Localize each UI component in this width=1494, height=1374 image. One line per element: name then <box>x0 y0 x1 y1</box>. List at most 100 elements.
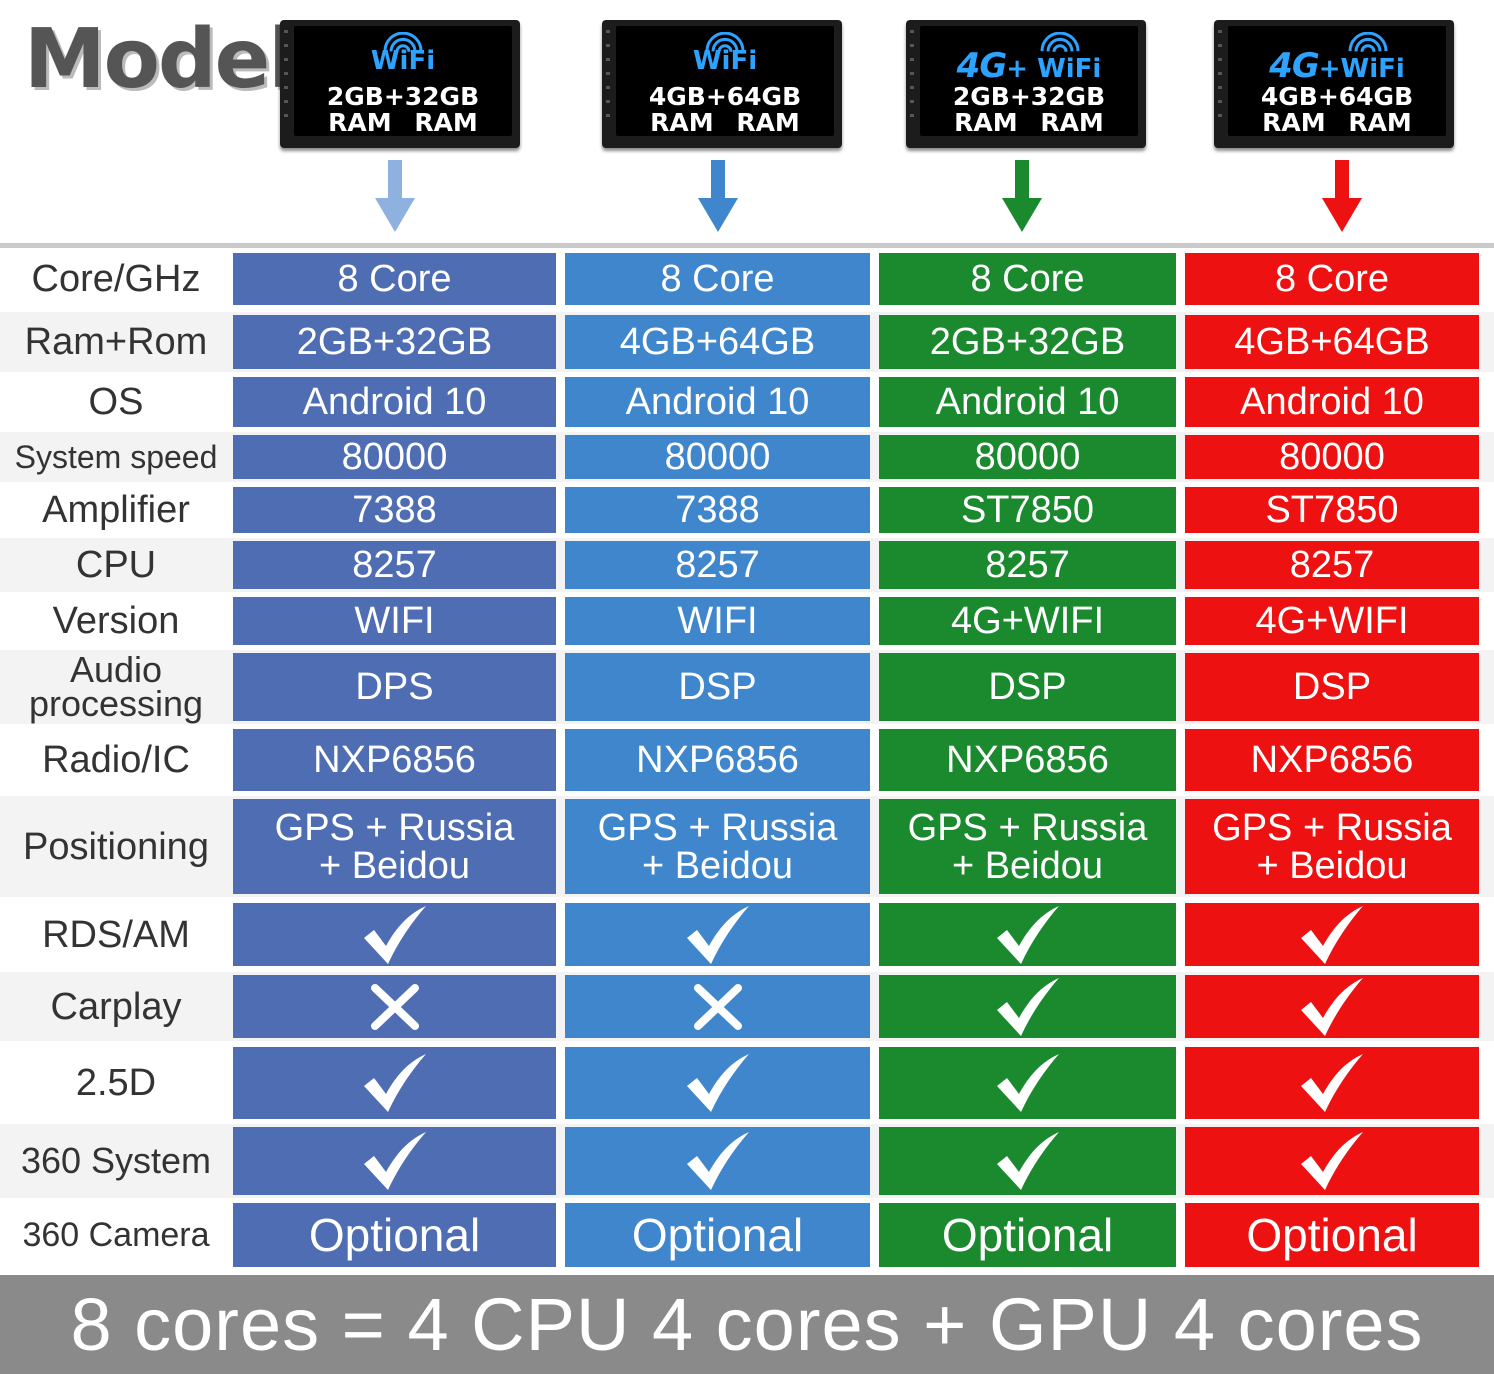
connectivity-label: WiFi <box>616 46 834 76</box>
spec-cell: 8 Core <box>1185 253 1479 305</box>
memory-type: RAM RAM <box>1262 108 1412 137</box>
spec-cell: Android 10 <box>1185 377 1479 427</box>
spec-cell: 4GB+64GB <box>1185 315 1479 369</box>
memory-label: 2GB+32GB RAM RAM <box>920 84 1138 136</box>
row-label: 360 System <box>20 1140 212 1181</box>
memory-type: RAM RAM <box>650 108 800 137</box>
spec-cell <box>1185 1047 1479 1119</box>
spec-cell: WIFI <box>233 597 556 645</box>
spec-value: WIFI <box>354 600 435 642</box>
wifi-icon <box>1040 32 1080 52</box>
screen-display: WiFi 2GB+32GB RAM RAM <box>294 26 512 136</box>
spec-cell: NXP6856 <box>233 729 556 791</box>
spec-cell: DSP <box>879 653 1176 721</box>
spec-cell <box>233 903 556 966</box>
model-screen-4: 4G+WiFi 4GB+64GB RAM RAM <box>1214 20 1454 148</box>
row-label: 360 Camera <box>22 1216 210 1254</box>
spec-cell <box>565 975 870 1038</box>
spec-cell <box>233 975 556 1038</box>
check-icon <box>1301 1132 1363 1190</box>
check-icon <box>686 1132 749 1190</box>
spec-cell: 7388 <box>233 487 556 533</box>
spec-cell: ST7850 <box>879 487 1176 533</box>
spec-value: 2GB+32GB <box>296 321 493 363</box>
connectivity-label: 4G+ WiFi <box>920 46 1138 86</box>
row-label: Positioning <box>23 825 209 868</box>
spec-value: 8 Core <box>660 258 775 300</box>
spec-cell: Android 10 <box>879 377 1176 427</box>
spec-value: DPS <box>355 666 434 708</box>
spec-cell <box>565 1047 870 1119</box>
spec-value: Android 10 <box>1240 381 1424 423</box>
row-label: 2.5D <box>75 1062 157 1104</box>
arrow-down-icon <box>1322 160 1362 232</box>
memory-label: 2GB+32GB RAM RAM <box>294 84 512 136</box>
check-icon <box>363 1054 426 1112</box>
spec-value: GPS + Russia + Beidou <box>597 806 838 887</box>
spec-value: Optional <box>941 1209 1114 1261</box>
arrow-down-icon <box>1002 160 1042 232</box>
arrow-down-icon <box>698 160 738 232</box>
spec-cell: NXP6856 <box>1185 729 1479 791</box>
spec-cell: DSP <box>565 653 870 721</box>
row-label: OS <box>88 381 144 423</box>
spec-cell <box>1185 1127 1479 1195</box>
memory-size: 4GB+64GB <box>1260 82 1414 111</box>
row-label: System speed <box>14 439 218 475</box>
spec-cell: GPS + Russia + Beidou <box>1185 799 1479 894</box>
memory-size: 2GB+32GB <box>326 82 480 111</box>
spec-cell: 8257 <box>1185 541 1479 589</box>
spec-cell: 4GB+64GB <box>565 315 870 369</box>
spec-cell: 8 Core <box>233 253 556 305</box>
spec-value: 8 Core <box>970 258 1085 300</box>
spec-cell <box>565 1127 870 1195</box>
spec-cell <box>1185 903 1479 966</box>
spec-cell: 2GB+32GB <box>233 315 556 369</box>
spec-value: 2GB+32GB <box>929 321 1126 363</box>
spec-value: 8 Core <box>1274 258 1390 300</box>
spec-cell <box>565 903 870 966</box>
spec-value: Optional <box>631 1209 804 1261</box>
spec-value: NXP6856 <box>313 739 476 781</box>
footer-banner: 8 cores = 4 CPU 4 cores + GPU 4 cores <box>0 1275 1494 1374</box>
spec-value: 4G+WIFI <box>950 600 1105 642</box>
check-icon <box>996 977 1059 1036</box>
cross-icon <box>370 983 419 1030</box>
spec-cell: 8257 <box>879 541 1176 589</box>
spec-value: ST7850 <box>960 489 1095 531</box>
spec-value: DSP <box>678 666 757 708</box>
cross-icon <box>693 983 742 1030</box>
spec-value: 80000 <box>1279 436 1385 478</box>
spec-cell: WIFI <box>565 597 870 645</box>
spec-value: 4G+WIFI <box>1255 600 1409 642</box>
spec-value: 80000 <box>974 436 1081 478</box>
spec-value: ST7850 <box>1265 489 1399 531</box>
spec-cell: Android 10 <box>565 377 870 427</box>
spec-value: GPS + Russia + Beidou <box>907 806 1148 887</box>
label-4g: 4G <box>956 46 1008 86</box>
check-icon <box>996 1054 1059 1112</box>
label-wifi: + WiFi <box>1006 54 1102 84</box>
check-icon <box>363 1132 426 1190</box>
spec-value: NXP6856 <box>636 739 799 781</box>
check-icon <box>686 905 749 964</box>
spec-cell: 8257 <box>233 541 556 589</box>
spec-value: 7388 <box>675 489 760 531</box>
memory-type: RAM RAM <box>954 108 1104 137</box>
row-label: Ram+Rom <box>24 321 208 363</box>
screen-buttons <box>1218 30 1222 120</box>
screen-display: WiFi 4GB+64GB RAM RAM <box>616 26 834 136</box>
screen-buttons <box>606 30 610 120</box>
spec-value: 80000 <box>664 436 771 478</box>
spec-value: 8257 <box>1289 544 1375 586</box>
spec-value: NXP6856 <box>1250 739 1414 781</box>
spec-cell: 80000 <box>879 435 1176 479</box>
spec-cell: 4G+WIFI <box>879 597 1176 645</box>
spec-cell <box>879 1127 1176 1195</box>
memory-size: 2GB+32GB <box>952 82 1106 111</box>
row-label: Audio processing <box>28 649 204 724</box>
spec-cell: NXP6856 <box>565 729 870 791</box>
label-4g: 4G <box>1269 46 1320 86</box>
wifi-icon <box>705 32 745 52</box>
spec-cell: ST7850 <box>1185 487 1479 533</box>
